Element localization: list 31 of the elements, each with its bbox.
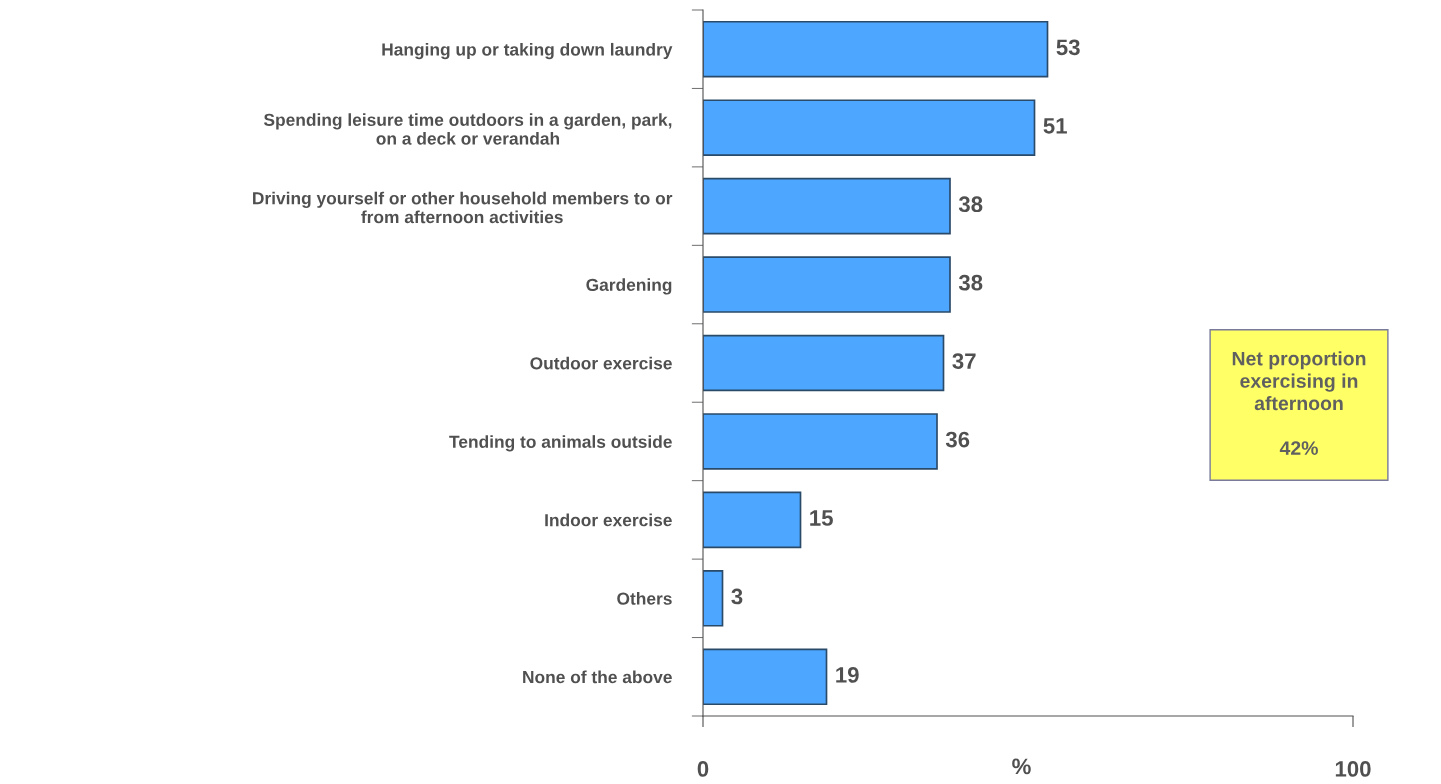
- y-tick-label: None of the above: [523, 670, 672, 684]
- bar: [703, 99, 1036, 156]
- bar: [703, 413, 938, 470]
- x-axis-title: %: [1012, 758, 1031, 775]
- bar: [703, 20, 1049, 78]
- data-label: 3: [731, 588, 743, 605]
- bar: [703, 334, 945, 392]
- y-tick-label: Outdoor exercise: [530, 356, 672, 370]
- bar: [703, 648, 828, 706]
- data-label: 38: [958, 274, 983, 291]
- data-label: 36: [945, 431, 970, 448]
- x-tick-label: 0: [697, 761, 709, 777]
- bar: [703, 256, 951, 313]
- y-tick-label: Driving yourself or other household members to or from afternoon activities: [253, 191, 673, 224]
- data-label: 51: [1043, 118, 1067, 134]
- y-tick-label: Gardening: [586, 278, 672, 295]
- data-label: 38: [958, 196, 983, 213]
- bar: [703, 177, 951, 235]
- data-label: 53: [1056, 39, 1080, 56]
- y-tick-label: Hanging up or taking down laundry: [382, 42, 673, 60]
- bar: [703, 570, 724, 627]
- data-label: 15: [810, 510, 833, 526]
- data-label: 19: [836, 667, 859, 683]
- data-label: 37: [952, 353, 976, 369]
- y-tick-label: Tending to animals outside: [449, 435, 672, 452]
- y-tick-label: Others: [617, 592, 672, 605]
- text: Net proportion exercising in afternoon 42%: [1232, 351, 1366, 455]
- x-tick-label: 100: [1335, 761, 1371, 777]
- y-tick-label: Indoor exercise: [545, 513, 672, 527]
- y-tick-label: Spending leisure time outdoors in a garden, park, on a deck or verandah: [263, 113, 672, 145]
- bar: [703, 491, 802, 549]
